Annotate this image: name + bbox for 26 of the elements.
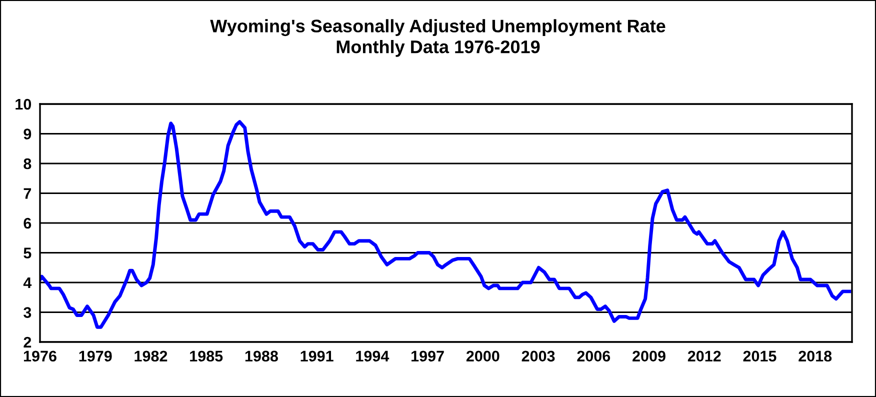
y-tick-label: 3 <box>24 307 32 318</box>
y-tick-label: 4 <box>23 278 32 288</box>
x-tick-label: 1988 <box>245 350 278 362</box>
y-tick-label: 8 <box>24 158 32 170</box>
x-tick-label: 2018 <box>798 350 832 362</box>
x-tick-label: 1976 <box>24 350 56 362</box>
x-tick-label: 2015 <box>743 350 776 362</box>
y-tick-label: 7 <box>24 188 31 199</box>
x-tick-label: 1991 <box>300 350 334 362</box>
y-tick-label: 10 <box>16 98 32 110</box>
x-tick-label: 1997 <box>412 350 444 362</box>
x-tick-label: 1994 <box>356 350 390 362</box>
y-tick-label: 2 <box>24 336 32 348</box>
x-tick-label: 2012 <box>688 350 721 362</box>
y-tick-label: 5 <box>24 248 32 258</box>
chart-title: Wyoming's Seasonally Adjusted Unemployment Rate Monthly Data 1976-2019 <box>210 19 666 57</box>
line-series <box>40 120 852 329</box>
x-tick-label: 1985 <box>190 350 223 362</box>
x-tick-label: 2000 <box>466 350 500 362</box>
y-tick-label: 9 <box>24 128 32 140</box>
x-tick-label: 2003 <box>522 350 555 362</box>
x-tick-label: 1979 <box>79 350 112 362</box>
x-tick-label: 2009 <box>632 350 666 362</box>
x-tick-label: 1982 <box>134 350 168 362</box>
x-tick-label: 2006 <box>577 350 610 362</box>
y-tick-label: 6 <box>24 218 32 229</box>
